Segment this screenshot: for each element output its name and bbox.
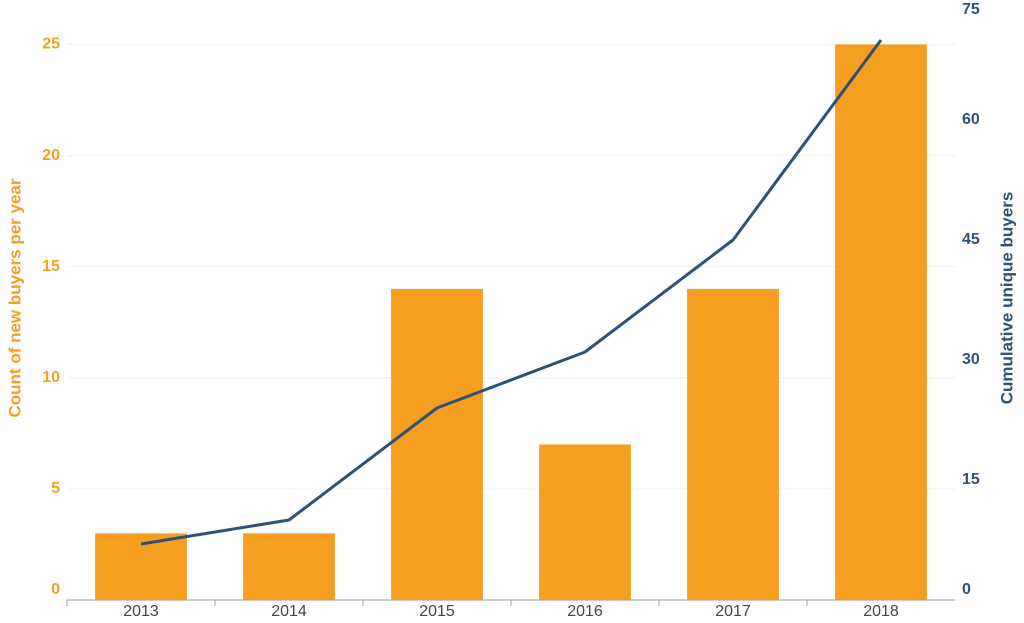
y-tick-label: 0	[51, 581, 60, 598]
y2-tick-label: 30	[962, 351, 980, 368]
bar	[835, 44, 927, 600]
x-tick-label: 2016	[567, 603, 603, 620]
bar	[95, 533, 187, 600]
y-tick-label: 5	[51, 480, 60, 497]
x-tick-label: 2013	[123, 603, 159, 620]
x-tick-label: 2017	[715, 603, 751, 620]
x-tick-label: 2015	[419, 603, 455, 620]
y-tick-label: 25	[42, 36, 60, 53]
x-tick-label: 2018	[863, 603, 899, 620]
bar	[687, 288, 779, 600]
y-axis-title: Count of new buyers per year	[5, 178, 24, 417]
line	[140, 39, 883, 546]
y2-axis-title: Cumulative unique buyers	[997, 192, 1016, 405]
y2-tick-label: 75	[962, 1, 980, 18]
y-tick-label: 10	[42, 369, 60, 386]
y-tick-label: 15	[42, 258, 60, 275]
y2-tick-label: 60	[962, 111, 980, 128]
bar	[539, 444, 631, 600]
y2-tick-label: 45	[962, 231, 980, 248]
y2-tick-label: 15	[962, 471, 980, 488]
y2-tick-label: 0	[962, 581, 971, 598]
y-tick-label: 20	[42, 147, 60, 164]
x-tick-label: 2014	[271, 603, 307, 620]
bar	[391, 288, 483, 600]
bar	[243, 533, 335, 600]
